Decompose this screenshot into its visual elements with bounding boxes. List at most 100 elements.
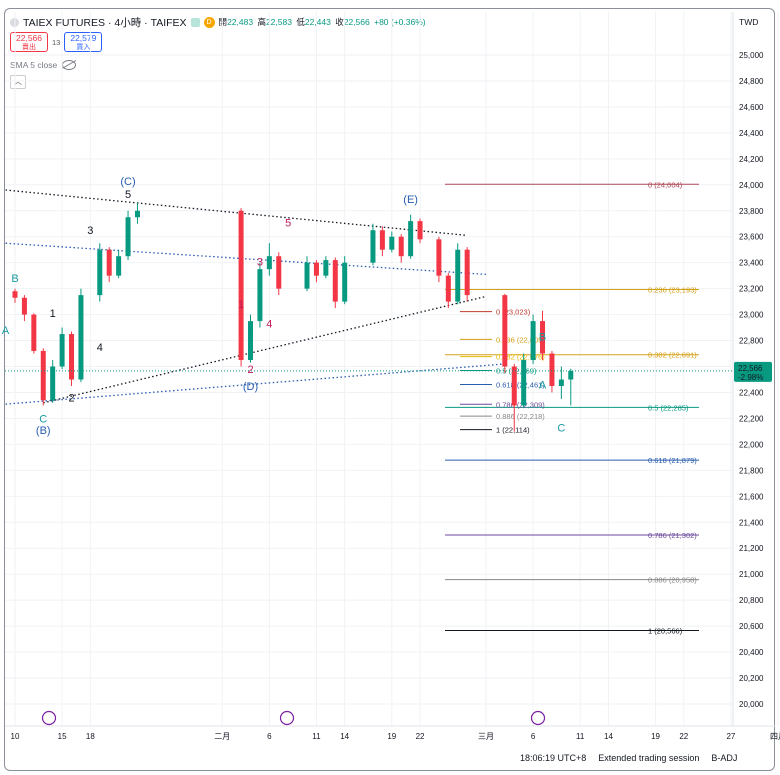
wave-label: 4	[266, 319, 272, 331]
price-tick-label: 20,400	[739, 648, 764, 657]
time-tick-label: 18	[86, 732, 95, 741]
indicator-legend[interactable]: SMA 5 close	[10, 60, 77, 70]
candle-body	[12, 291, 18, 298]
price-tick-label: 22,000	[739, 440, 764, 449]
price-tick-label: 24,400	[739, 129, 764, 138]
wave-label: (B)	[36, 425, 51, 437]
fib-level-label: 0.618 (21,879)	[648, 456, 697, 465]
wave-label: 3	[87, 225, 93, 237]
price-tick-label: 23,000	[739, 311, 764, 320]
candle	[445, 273, 451, 309]
event-marker-icon	[530, 710, 546, 726]
candle-body	[521, 360, 527, 406]
wave-label: (C)	[120, 176, 135, 188]
wave-label: C	[557, 422, 565, 434]
candle	[78, 288, 84, 383]
time-tick-label: 6	[267, 732, 272, 741]
trendline	[5, 242, 487, 276]
time-tick-label: 6	[531, 732, 536, 741]
time-tick-label: 10	[11, 732, 20, 741]
candle	[248, 314, 253, 363]
price-tick-label: 21,400	[739, 518, 764, 527]
candle	[69, 331, 75, 386]
price-tick-label: 21,600	[739, 492, 764, 501]
price-tick-label: 22,200	[739, 414, 764, 423]
price-axis: 25,000 24,800 24,600 24,400 24,200 24,000 23,8…	[739, 51, 764, 709]
wave-label: C	[39, 413, 47, 425]
candle	[304, 256, 310, 292]
candle	[455, 243, 461, 305]
candle-body	[558, 379, 564, 386]
candle	[116, 249, 122, 279]
time-tick-label: 四月	[770, 732, 780, 741]
wave-label: 5	[285, 217, 291, 229]
candle-body	[540, 321, 546, 354]
candle-body	[59, 334, 65, 367]
candle	[342, 256, 348, 305]
time-tick-label: 22	[679, 732, 688, 741]
last-price-box	[734, 361, 772, 382]
price-tick-label: 24,000	[739, 181, 764, 190]
fib-level-label: 0.382 (22,691)	[648, 351, 697, 360]
spread-value: 13	[52, 37, 61, 47]
wave-label: (D)	[243, 381, 258, 393]
candle-body	[313, 262, 319, 276]
clock[interactable]: 18:06:19 UTC+8	[520, 753, 587, 763]
wave-label: 1	[50, 308, 56, 320]
fib-level-label: 1 (20,566)	[648, 627, 683, 636]
candle-body	[50, 366, 56, 401]
currency-label[interactable]: TWD	[739, 17, 759, 27]
wave-label: 4	[97, 342, 103, 354]
candle-body	[455, 249, 461, 302]
candle	[313, 260, 319, 283]
time-tick-label: 15	[58, 732, 67, 741]
candle	[464, 247, 470, 302]
symbol-title[interactable]: TAIEX FUTURES · 4小時 · TAIFEX	[23, 16, 187, 29]
candle-body	[332, 260, 338, 302]
price-tick-label: 20,000	[739, 700, 764, 709]
adjust-label[interactable]: B-ADJ	[711, 753, 738, 763]
candle	[238, 208, 244, 367]
collapse-legend-button[interactable]: ︿	[10, 75, 26, 89]
price-tick-label: 22,800	[739, 337, 764, 346]
candle	[266, 243, 272, 276]
session-label[interactable]: Extended trading session	[598, 753, 700, 763]
price-tick-label: 22,400	[739, 388, 764, 397]
time-tick-label: 11	[312, 732, 321, 741]
price-tick-label: 24,600	[739, 103, 764, 112]
candle-body	[436, 239, 442, 276]
time-tick-label: 27	[726, 732, 735, 741]
fib-level-label: 0.5 (22,285)	[648, 403, 689, 412]
candle	[511, 363, 517, 432]
buy-button[interactable]: 22,579 買入	[64, 32, 103, 52]
last-price-value: 22,566	[738, 364, 763, 373]
candle-body	[21, 297, 27, 315]
candle-body	[511, 366, 517, 406]
candle-body	[398, 236, 404, 257]
wave-label: 2	[68, 393, 74, 405]
fib-inner-label: 0.886 (22,218)	[496, 412, 545, 421]
candle-body	[134, 210, 140, 218]
candle	[125, 210, 131, 261]
price-tick-label: 21,800	[739, 466, 764, 475]
time-tick-label: 19	[387, 732, 396, 741]
sell-button[interactable]: 22,566 賣出	[10, 32, 48, 52]
status-square-icon	[190, 17, 200, 27]
fib-inner-label: 0.382 (22,676)	[496, 353, 545, 362]
fib-level-label: 0.786 (21,302)	[648, 531, 697, 540]
time-tick-label: 11	[576, 732, 585, 741]
eye-hidden-icon[interactable]	[62, 60, 77, 70]
wave-label: 2	[247, 364, 253, 376]
time-tick-label: 19	[651, 732, 660, 741]
candle	[59, 327, 65, 370]
wave-label: (E)	[403, 194, 418, 206]
candle	[408, 214, 414, 259]
delayed-badge[interactable]: D	[203, 16, 215, 28]
candle-body	[417, 221, 423, 240]
candle-body	[106, 249, 112, 276]
candle-body	[370, 230, 376, 263]
candle-body	[116, 256, 122, 276]
candle-body	[389, 236, 395, 250]
candle-body	[304, 262, 310, 289]
